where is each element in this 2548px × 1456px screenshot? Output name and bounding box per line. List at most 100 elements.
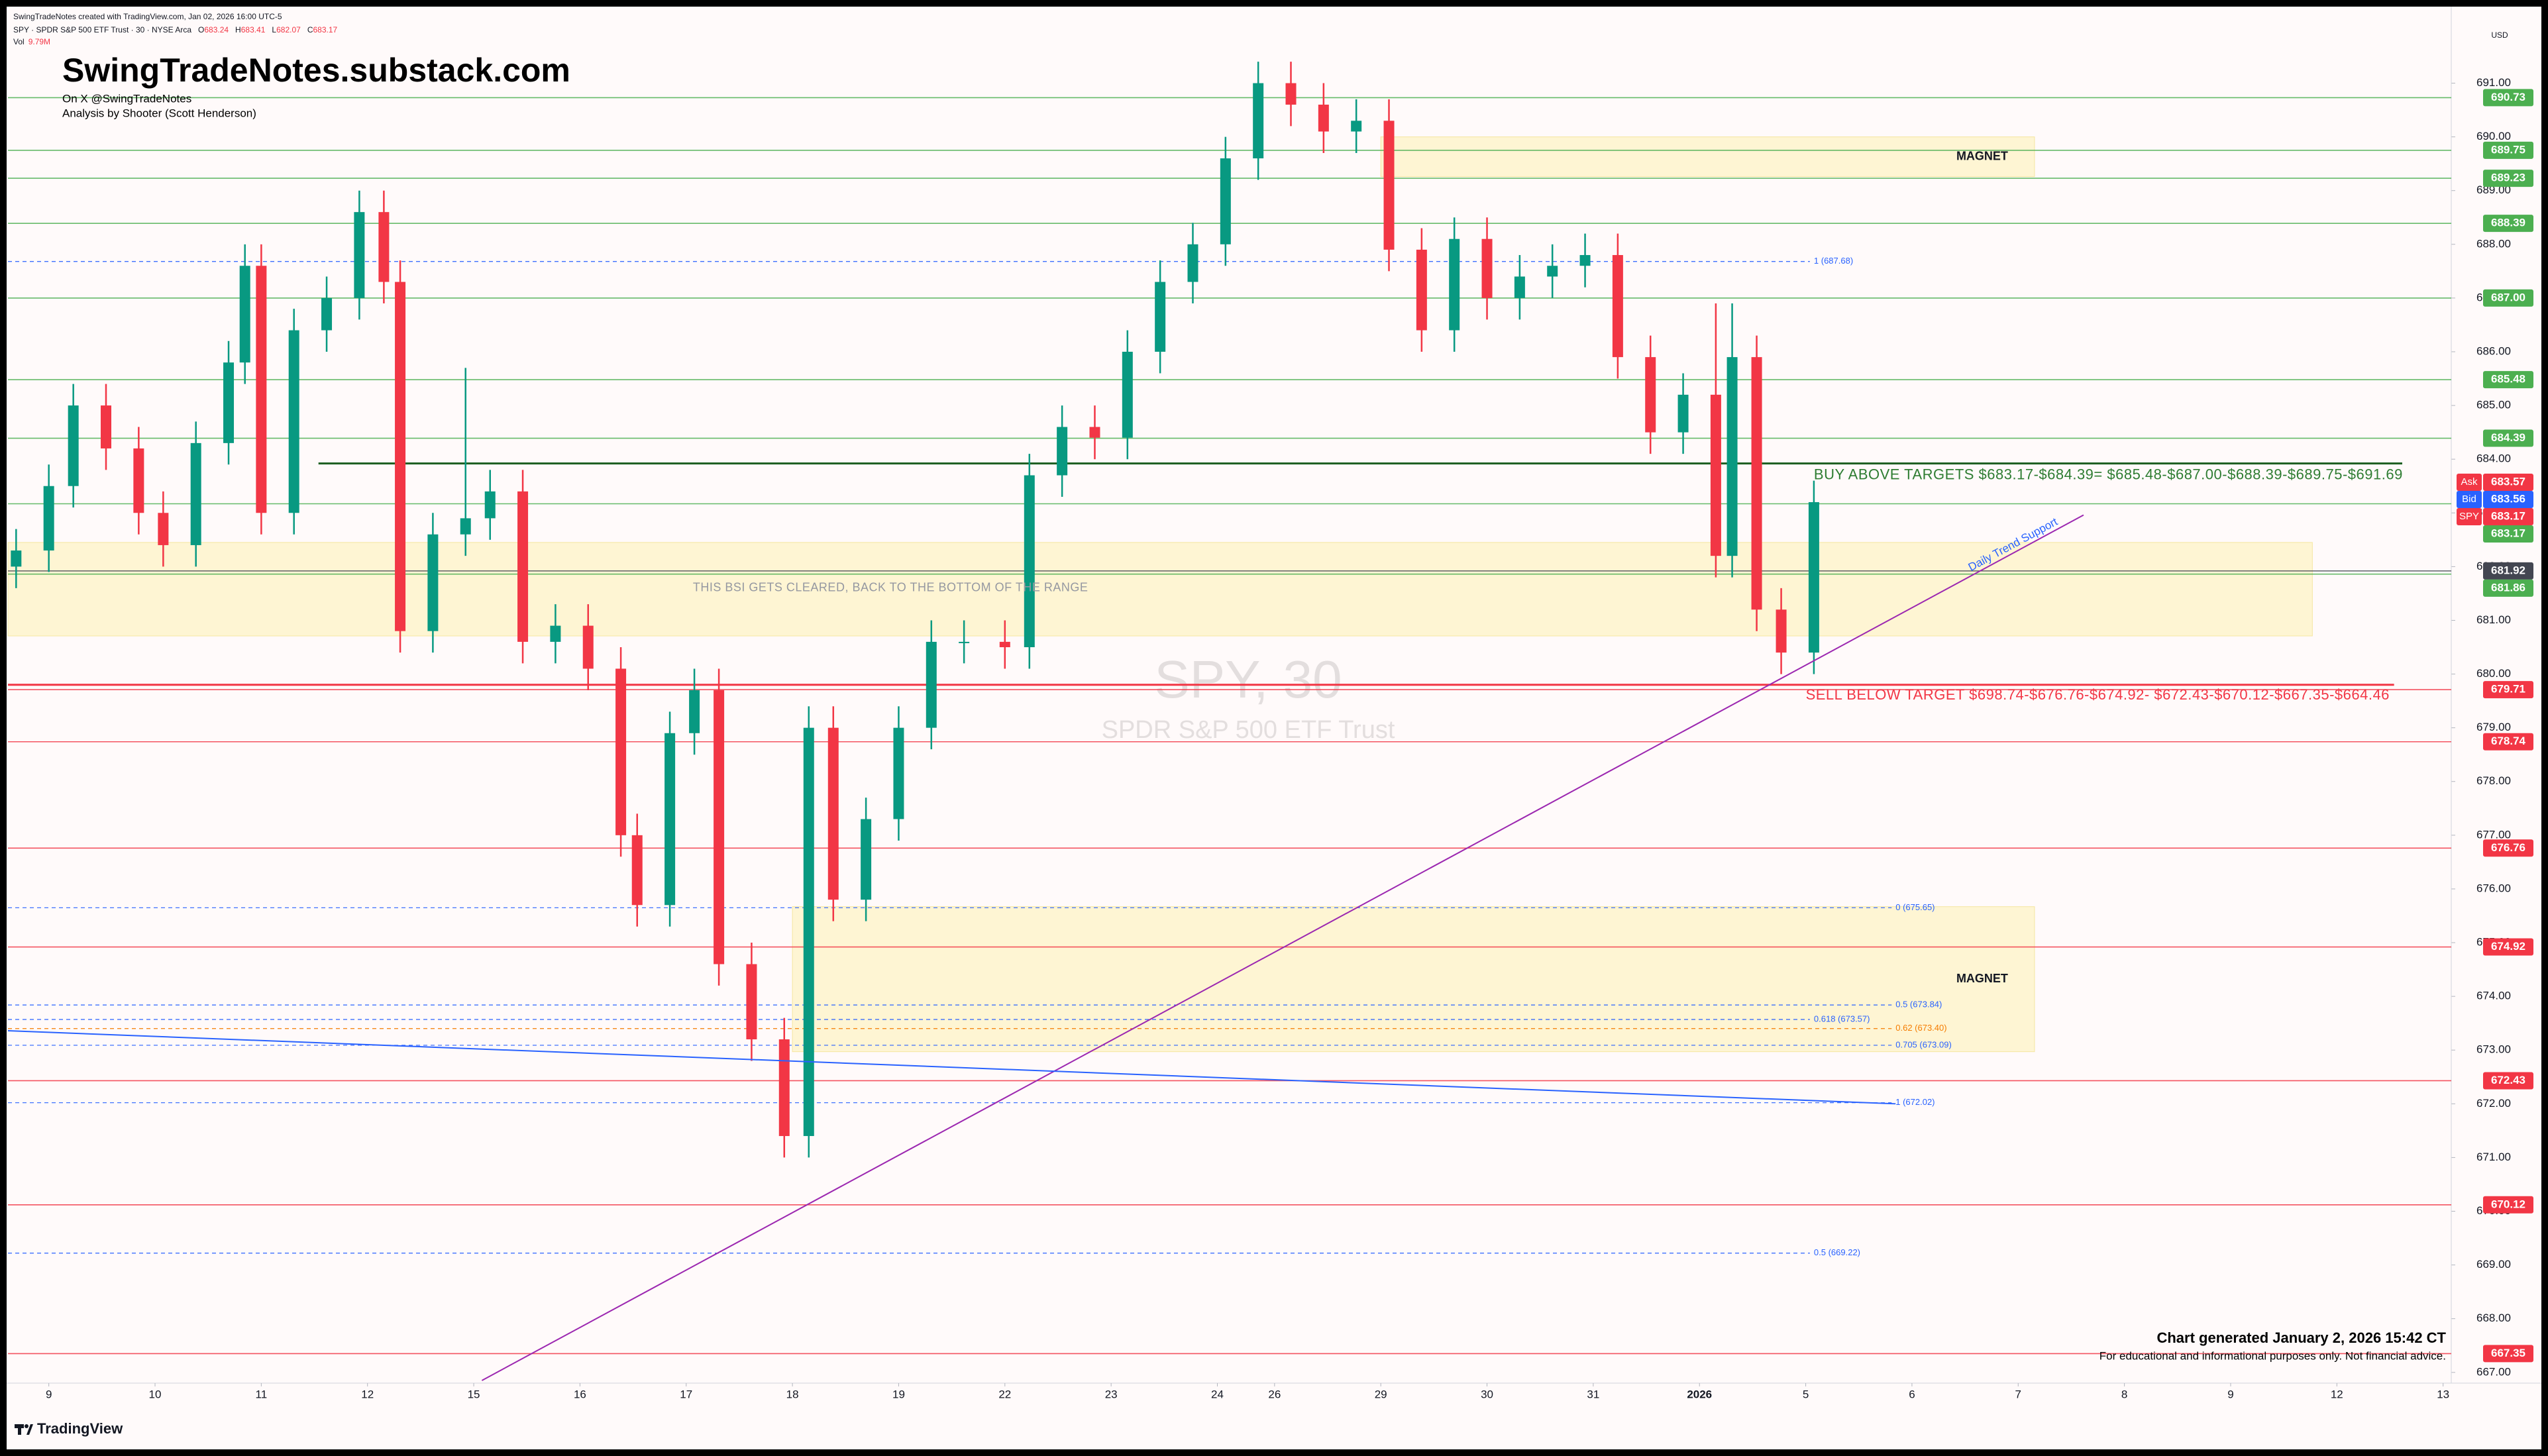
source-line: SwingTradeNotes created with TradingView… <box>13 12 282 21</box>
candle-body <box>223 362 235 443</box>
price-tag-label: 667.35 <box>2491 1347 2525 1359</box>
x-tick-label: 12 <box>361 1388 374 1400</box>
candle-body <box>959 641 970 643</box>
candle-body <box>1514 276 1525 298</box>
y-tick-label: 679.00 <box>2476 721 2511 733</box>
x-tick-label: 13 <box>2437 1388 2449 1400</box>
zone <box>1380 136 2035 178</box>
ohlc-value: 683.41 <box>241 25 266 34</box>
price-tag-label: 684.39 <box>2491 431 2525 444</box>
x-tick-label: 19 <box>892 1388 905 1400</box>
price-tag <box>2483 508 2533 526</box>
y-tick-label: 673.00 <box>2476 1043 2511 1056</box>
candle-body <box>1547 266 1558 277</box>
price-tag-name-label: Ask <box>2461 476 2478 488</box>
symbol-line: SPY · SPDR S&P 500 ETF Trust · 30 · NYSE… <box>13 25 338 34</box>
candle-body <box>999 641 1010 648</box>
note: BUY ABOVE TARGETS $683.17-$684.39= $685.… <box>1814 466 2403 482</box>
zone-label: MAGNET <box>1956 972 2008 985</box>
x-tick-label: 15 <box>468 1388 480 1400</box>
price-tag-name-label: SPY <box>2459 511 2479 522</box>
trendline <box>7 1030 1896 1105</box>
candle-body <box>664 733 676 906</box>
price-tag-label: 683.56 <box>2491 493 2525 505</box>
volume-line: Vol 9.79M <box>13 37 50 46</box>
candle-body <box>1481 238 1493 298</box>
x-tick-label: 2026 <box>1687 1388 1712 1400</box>
price-tag <box>2483 938 2533 956</box>
fib-label: 0 (675.65) <box>1895 902 1935 912</box>
y-tick-label: 681.00 <box>2476 613 2511 626</box>
candle-body <box>827 727 839 900</box>
candle-body <box>1579 255 1591 266</box>
chart-title: SwingTradeNotes.substack.com <box>62 52 570 89</box>
candle-body <box>354 212 365 298</box>
candle-body <box>926 641 937 728</box>
footnote: Chart generated January 2, 2026 15:42 CT <box>2156 1329 2446 1346</box>
y-tick-label: 674.00 <box>2476 990 2511 1002</box>
price-tag <box>2483 681 2533 699</box>
price-tag-label: 689.75 <box>2491 143 2525 156</box>
fib-label: 1 (672.02) <box>1895 1097 1935 1107</box>
fib-label: 0.5 (673.84) <box>1895 1000 1942 1010</box>
price-tag <box>2483 429 2533 447</box>
y-tick-label: 684.00 <box>2476 452 2511 465</box>
ohlc-key: H <box>235 25 241 34</box>
price-tag-label: 687.00 <box>2491 291 2525 303</box>
candle-body <box>190 442 201 545</box>
x-tick-label: 29 <box>1375 1388 1387 1400</box>
candle-body <box>517 491 529 642</box>
footnote: For educational and informational purpos… <box>2099 1349 2446 1362</box>
price-tag-label: 685.48 <box>2491 373 2525 386</box>
y-tick-label: 667.00 <box>2476 1365 2511 1378</box>
ohlc-key: L <box>272 25 276 34</box>
price-tag-label: 676.76 <box>2491 841 2525 854</box>
price-tag-label: 683.17 <box>2491 527 2525 540</box>
price-tag-label: 681.92 <box>2491 564 2525 576</box>
x-tick-label: 31 <box>1587 1388 1599 1400</box>
candle-body <box>1449 238 1460 331</box>
candle-body <box>395 282 406 631</box>
candle-body <box>1677 394 1689 433</box>
note: THIS BSI GETS CLEARED, BACK TO THE BOTTO… <box>693 581 1088 594</box>
x-tick-label: 18 <box>786 1388 799 1400</box>
subtitle: Analysis by Shooter (Scott Henderson) <box>62 107 256 119</box>
y-tick-label: 669.00 <box>2476 1258 2511 1271</box>
watermark: SPY, 30 <box>1154 650 1342 709</box>
y-tick-label: 677.00 <box>2476 828 2511 841</box>
price-tag-label: 678.74 <box>2491 735 2526 747</box>
price-tag <box>2483 491 2533 509</box>
x-tick-label: 16 <box>574 1388 586 1400</box>
price-tag <box>2483 562 2533 580</box>
candle-body <box>1024 475 1035 648</box>
candle-body <box>778 1039 790 1136</box>
x-tick-label: 9 <box>46 1388 52 1400</box>
price-tag <box>2483 1196 2533 1214</box>
candle-body <box>1122 352 1133 438</box>
watermark: SPDR S&P 500 ETF Trust <box>1102 716 1395 744</box>
candle-body <box>689 690 700 733</box>
x-tick-label: 11 <box>256 1388 268 1400</box>
candle-body <box>1645 357 1656 433</box>
price-tag-label: 689.23 <box>2491 172 2525 184</box>
price-tag-label: 683.17 <box>2491 510 2525 523</box>
candle-body <box>239 266 250 363</box>
candle-body <box>1710 394 1721 556</box>
price-tag-name <box>2457 491 2482 509</box>
price-tag <box>2483 1072 2533 1090</box>
candle-body <box>427 534 439 631</box>
candle-body <box>1416 249 1427 331</box>
y-tick-label: 668.00 <box>2476 1312 2511 1324</box>
symbol: SPY · SPDR S&P 500 ETF Trust · 30 · NYSE… <box>13 25 191 34</box>
x-tick-label: 9 <box>2227 1388 2233 1400</box>
price-tag-label: 679.71 <box>2491 683 2525 696</box>
price-tag <box>2483 289 2533 307</box>
x-tick-label: 8 <box>2121 1388 2127 1400</box>
x-tick-label: 26 <box>1268 1388 1281 1400</box>
price-tag <box>2483 579 2533 597</box>
candle-body <box>1726 357 1738 556</box>
y-tick-label: 690.00 <box>2476 130 2511 142</box>
price-tag-label: 674.92 <box>2491 940 2525 953</box>
price-tag-name <box>2457 508 2482 526</box>
